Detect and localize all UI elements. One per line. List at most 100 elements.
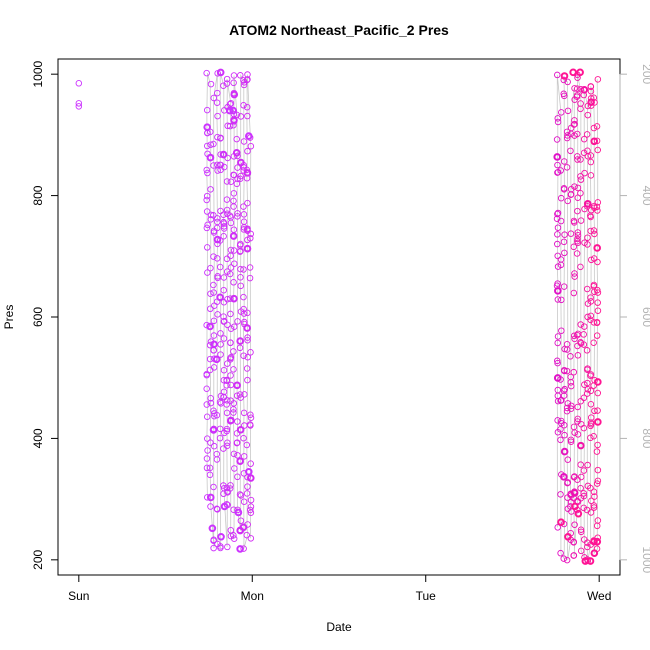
data-point [75, 103, 83, 110]
data-point [558, 296, 565, 304]
data-point [226, 212, 234, 219]
data-point [206, 128, 214, 136]
data-point [223, 397, 231, 404]
data-point [573, 331, 581, 339]
data-point [224, 154, 231, 162]
data-point [591, 493, 598, 500]
data-point [593, 480, 601, 487]
data-point [234, 210, 241, 217]
data-point [570, 552, 578, 559]
data-point [241, 391, 248, 398]
data-point [241, 318, 248, 326]
data-point [571, 270, 578, 277]
data-point [230, 366, 237, 373]
data-point [563, 340, 571, 348]
data-point [226, 485, 234, 492]
data-point [554, 296, 562, 303]
data-point [244, 353, 251, 361]
y2-tick-label: 800 [640, 428, 650, 448]
data-point [203, 401, 211, 408]
data-point [240, 211, 248, 218]
data-point [206, 341, 214, 349]
data-point [234, 164, 241, 171]
data-point [206, 493, 215, 502]
data-point [234, 318, 241, 325]
data-point [247, 230, 255, 238]
data-point [203, 464, 211, 472]
data-point [571, 488, 578, 495]
data-point [221, 163, 228, 171]
data-point [204, 221, 211, 229]
data-point [220, 232, 227, 240]
data-point [220, 366, 228, 374]
data-point [220, 502, 229, 511]
data-point [584, 539, 591, 546]
data-point [240, 305, 247, 313]
data-point [216, 293, 224, 302]
data-point [558, 327, 565, 334]
data-point [210, 425, 218, 433]
data-point [236, 391, 244, 398]
data-point [206, 322, 214, 331]
chart-title: ATOM2 Northeast_Pacific_2 Pres [229, 22, 449, 38]
data-point [560, 421, 568, 429]
data-point [570, 538, 578, 546]
data-point [577, 526, 585, 533]
data-point [576, 68, 584, 77]
data-point [203, 455, 211, 462]
data-point [203, 196, 210, 204]
y2-tick-label: 600 [640, 307, 650, 327]
data-point [237, 113, 245, 120]
data-point [217, 134, 224, 142]
data-point [207, 141, 214, 148]
data-point [558, 417, 565, 425]
data-point [554, 115, 562, 122]
data-point [240, 453, 248, 460]
data-point [553, 153, 562, 161]
data-point [593, 123, 601, 130]
data-point [207, 186, 214, 193]
data-point [210, 340, 218, 349]
data-point [564, 132, 571, 139]
data-point [240, 498, 248, 505]
data-point [213, 450, 220, 458]
data-point [554, 224, 562, 231]
data-point [203, 413, 211, 421]
data-point [580, 341, 588, 348]
data-point [247, 142, 255, 150]
data-point [590, 281, 598, 289]
data-point [583, 199, 592, 208]
data-point [587, 401, 595, 408]
data-point [204, 169, 211, 177]
data-point [594, 76, 602, 83]
data-point [241, 422, 248, 429]
data-point [214, 255, 221, 262]
data-point [233, 381, 241, 390]
data-point [247, 411, 254, 419]
data-point [560, 158, 568, 165]
data-point [581, 323, 588, 330]
data-point [590, 319, 598, 326]
data-point [590, 488, 598, 496]
y-tick-label: 800 [31, 185, 45, 205]
data-point [246, 421, 254, 428]
data-point [594, 466, 602, 474]
data-point [567, 405, 575, 412]
data-point [231, 260, 238, 267]
data-point [210, 442, 218, 450]
data-point [590, 94, 598, 102]
data-point [557, 518, 565, 526]
data-point [580, 135, 588, 143]
data-point [580, 504, 587, 512]
data-point [567, 373, 574, 381]
data-point [234, 508, 243, 517]
cast-lines [206, 72, 599, 561]
data-point [594, 199, 602, 206]
y-tick-label: 1000 [31, 61, 45, 88]
data-point [593, 537, 602, 546]
data-point [574, 229, 582, 236]
data-point [573, 130, 581, 138]
data-point [577, 173, 584, 180]
data-point [244, 76, 251, 83]
y2-tick-label: 200 [640, 64, 650, 84]
